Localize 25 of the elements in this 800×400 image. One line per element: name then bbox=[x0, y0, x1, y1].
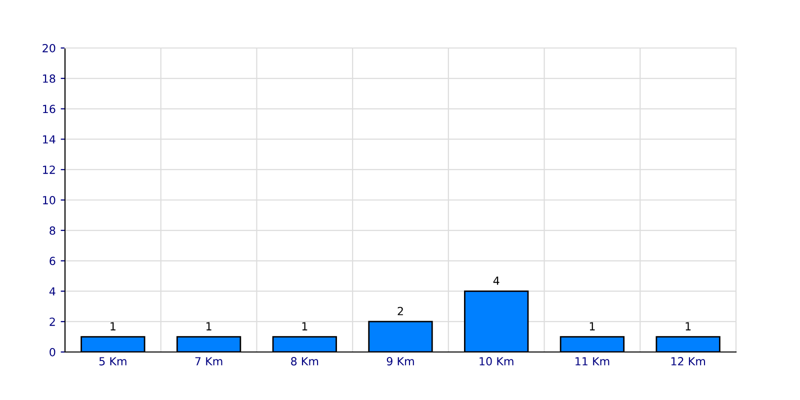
y-tick-label: 0 bbox=[50, 348, 56, 356]
data-label: 4 bbox=[493, 276, 500, 285]
x-tick-label: 11 Km bbox=[576, 357, 610, 366]
data-label: 1 bbox=[206, 322, 212, 330]
data-label: 1 bbox=[590, 322, 595, 330]
x-tick-label: 10 Km bbox=[480, 357, 514, 366]
y-tick-label: 16 bbox=[43, 104, 56, 114]
data-label: 1 bbox=[686, 322, 691, 330]
y-tick-label: 4 bbox=[49, 287, 56, 296]
y-tick-label: 14 bbox=[43, 135, 56, 144]
x-tick-label: 9 Km bbox=[386, 357, 414, 366]
data-label: 2 bbox=[398, 306, 403, 316]
y-tick-label: 2 bbox=[50, 318, 55, 326]
y-tick-label: 12 bbox=[43, 166, 55, 174]
y-tick-label: 10 bbox=[43, 196, 56, 204]
x-tick-label: 12 Km bbox=[671, 357, 706, 366]
x-tick-label: 7 Km bbox=[195, 357, 222, 366]
x-tick-label: 8 Km bbox=[291, 357, 318, 366]
data-label: 1 bbox=[110, 322, 116, 330]
y-tick-label: 6 bbox=[50, 256, 56, 266]
data-label: 1 bbox=[302, 322, 308, 330]
y-tick-label: 8 bbox=[50, 226, 56, 235]
y-tick-label: 18 bbox=[43, 74, 56, 83]
x-tick-label: 5 Km bbox=[99, 357, 126, 366]
y-tick-label: 20 bbox=[42, 44, 56, 52]
